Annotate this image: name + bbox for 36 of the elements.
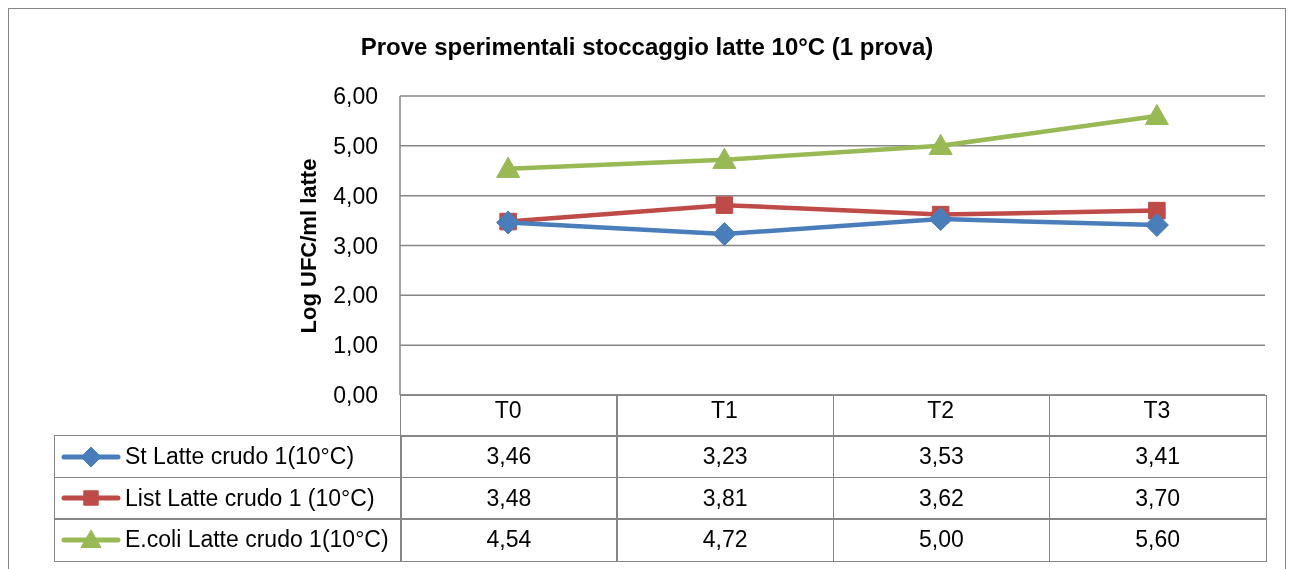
chart-title: Prove sperimentali stoccaggio latte 10°C (1 prova) <box>359 33 935 61</box>
point <box>712 222 737 247</box>
data-label: 3,53 <box>918 443 964 471</box>
data-label: 3,41 <box>1135 443 1180 471</box>
x-tick-label: T2 <box>927 397 955 424</box>
y-tick-label: 0,00 <box>333 382 378 409</box>
y-tick-label: 5,00 <box>333 133 378 159</box>
data-label: 5,60 <box>1135 526 1180 554</box>
point <box>715 196 734 214</box>
point <box>712 147 737 169</box>
point <box>1144 213 1169 238</box>
data-label: 3,70 <box>1135 484 1180 512</box>
y-axis-title: Log UFC/ml latte <box>296 158 322 333</box>
x-tick-label: T3 <box>1143 397 1171 424</box>
legend-label: St Latte crudo 1(10°C) <box>125 443 355 471</box>
data-label: 3,62 <box>918 484 964 512</box>
y-tick-label: 2,00 <box>333 282 378 309</box>
data-label: 4,54 <box>486 526 532 554</box>
legend-label: E.coli Latte crudo 1(10°C) <box>125 526 389 554</box>
data-label: 3,46 <box>486 443 532 471</box>
data-label: 3,48 <box>486 484 532 512</box>
point <box>496 156 521 178</box>
x-tick-label: T1 <box>710 397 738 424</box>
y-tick-label: 6,00 <box>333 83 378 110</box>
point <box>928 207 953 232</box>
legend-label: List Latte crudo 1 (10°C) <box>125 484 375 512</box>
data-label: 3,23 <box>702 443 748 471</box>
y-tick-label: 3,00 <box>333 232 378 259</box>
point <box>928 133 953 155</box>
data-label: 5,00 <box>918 526 964 554</box>
x-tick-label: T0 <box>494 397 522 424</box>
point <box>1144 103 1169 126</box>
data-label: 4,72 <box>702 526 748 554</box>
y-tick-label: 4,00 <box>333 182 378 209</box>
data-label: 3,81 <box>702 484 748 512</box>
y-tick-label: 1,00 <box>333 332 378 359</box>
